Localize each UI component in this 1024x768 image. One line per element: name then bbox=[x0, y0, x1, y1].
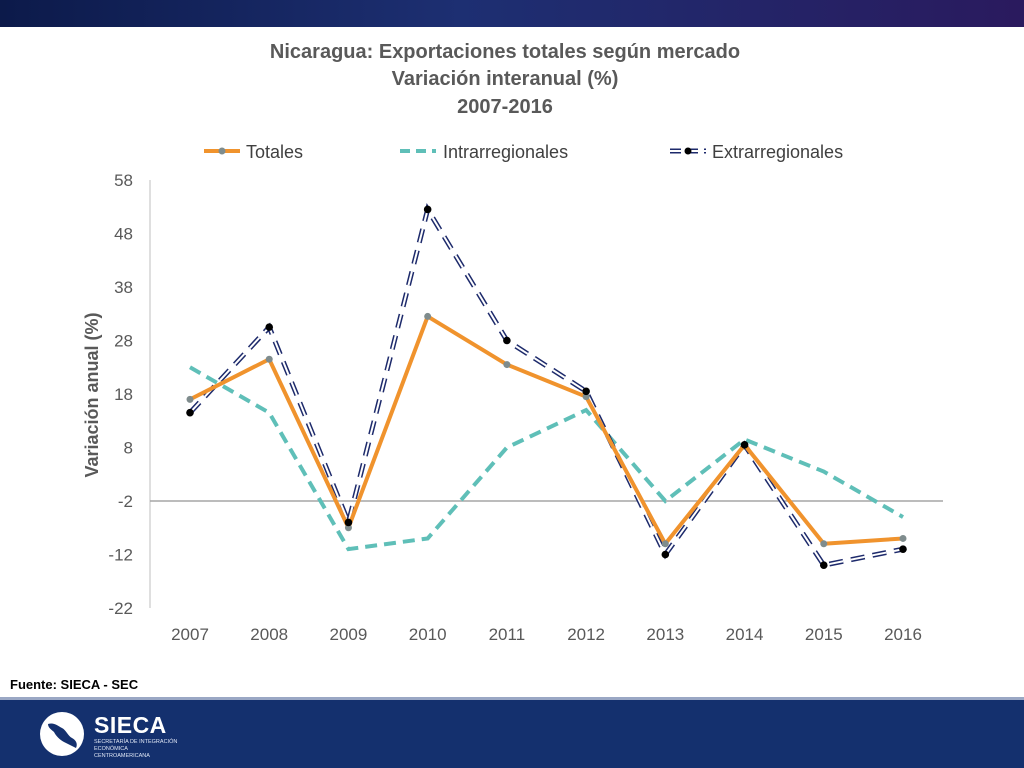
x-tick-label: 2010 bbox=[409, 625, 447, 644]
x-tick-label: 2015 bbox=[805, 625, 843, 644]
legend-item-intrarregionales: Intrarregionales bbox=[400, 142, 568, 162]
x-tick-label: 2013 bbox=[646, 625, 684, 644]
legend: Totales Intrarregionales Extrarregionale… bbox=[204, 142, 843, 162]
point-totales bbox=[899, 534, 907, 542]
top-banner bbox=[0, 0, 1024, 27]
x-tick-label: 2016 bbox=[884, 625, 922, 644]
point-extrarregionales bbox=[423, 205, 432, 214]
x-tick-label: 2007 bbox=[171, 625, 209, 644]
y-tick-label: -2 bbox=[118, 492, 133, 511]
source-note: Fuente: SIECA - SEC bbox=[10, 677, 139, 692]
legend-item-extrarregionales: Extrarregionales bbox=[670, 142, 843, 162]
point-totales bbox=[265, 355, 273, 363]
series-line-totales bbox=[189, 314, 904, 546]
y-tick-label: 28 bbox=[114, 332, 133, 351]
point-extrarregionales bbox=[344, 518, 353, 527]
x-tick-label: 2009 bbox=[330, 625, 368, 644]
legend-label-intrarregionales: Intrarregionales bbox=[443, 142, 568, 162]
x-tick-label: 2014 bbox=[726, 625, 764, 644]
chart-title-line-1: Nicaragua: Exportaciones totales según m… bbox=[270, 41, 740, 63]
x-tick-label: 2012 bbox=[567, 625, 605, 644]
point-totales bbox=[582, 393, 590, 401]
y-axis-title: Variación anual (%) bbox=[82, 312, 102, 477]
series-line-intrarregionales bbox=[189, 365, 904, 552]
point-extrarregionales bbox=[661, 550, 670, 559]
legend-label-totales: Totales bbox=[246, 142, 303, 162]
point-extrarregionales bbox=[819, 561, 828, 569]
series-line-extrarregionales-inner bbox=[189, 206, 904, 567]
chart: Nicaragua: Exportaciones totales según m… bbox=[82, 41, 943, 644]
globe-icon bbox=[40, 712, 84, 756]
chart-title-line-2: Variación interanual (%) bbox=[392, 68, 619, 90]
point-extrarregionales bbox=[186, 408, 194, 417]
point-totales bbox=[661, 540, 669, 548]
legend-marker-extrarregionales bbox=[684, 147, 692, 155]
point-totales bbox=[424, 312, 432, 320]
y-tick-label: -22 bbox=[108, 599, 133, 618]
footer-bar: SIECA SECRETARÍA DE INTEGRACIÓN ECONÓMIC… bbox=[0, 700, 1024, 768]
chart-title-line-3: 2007-2016 bbox=[457, 96, 553, 118]
x-tick-label: 2011 bbox=[489, 625, 526, 644]
point-extrarregionales bbox=[582, 387, 590, 396]
point-extrarregionales bbox=[265, 323, 274, 331]
legend-item-totales: Totales bbox=[204, 142, 303, 162]
y-tick-label: 8 bbox=[124, 439, 133, 458]
axes: 58 48 38 28 18 8 -2 -12 -22 2007 2008 2009 2010 2011 2… bbox=[108, 171, 943, 644]
x-tick-label: 2008 bbox=[250, 625, 288, 644]
point-totales bbox=[344, 524, 352, 532]
point-extrarregionales bbox=[740, 441, 749, 449]
point-totales bbox=[820, 540, 828, 548]
point-totales bbox=[186, 395, 194, 403]
logo-subtitle: SECRETARÍA DE INTEGRACIÓN ECONÓMICA CENT… bbox=[94, 739, 178, 759]
point-totales bbox=[503, 361, 511, 369]
y-tick-label: 58 bbox=[114, 171, 133, 190]
y-tick-label: 48 bbox=[114, 225, 133, 244]
series-layer bbox=[186, 203, 907, 569]
logo-name: SIECA bbox=[94, 712, 167, 738]
y-tick-label: 18 bbox=[114, 385, 133, 404]
legend-label-extrarregionales: Extrarregionales bbox=[712, 142, 843, 162]
footer-divider bbox=[0, 697, 1024, 700]
legend-marker-totales bbox=[218, 147, 226, 155]
y-tick-label: 38 bbox=[114, 278, 133, 297]
point-extrarregionales bbox=[899, 545, 907, 553]
y-tick-label: -12 bbox=[108, 546, 133, 565]
point-extrarregionales bbox=[503, 336, 511, 345]
sieca-logo: SIECA SECRETARÍA DE INTEGRACIÓN ECONÓMIC… bbox=[38, 710, 188, 759]
